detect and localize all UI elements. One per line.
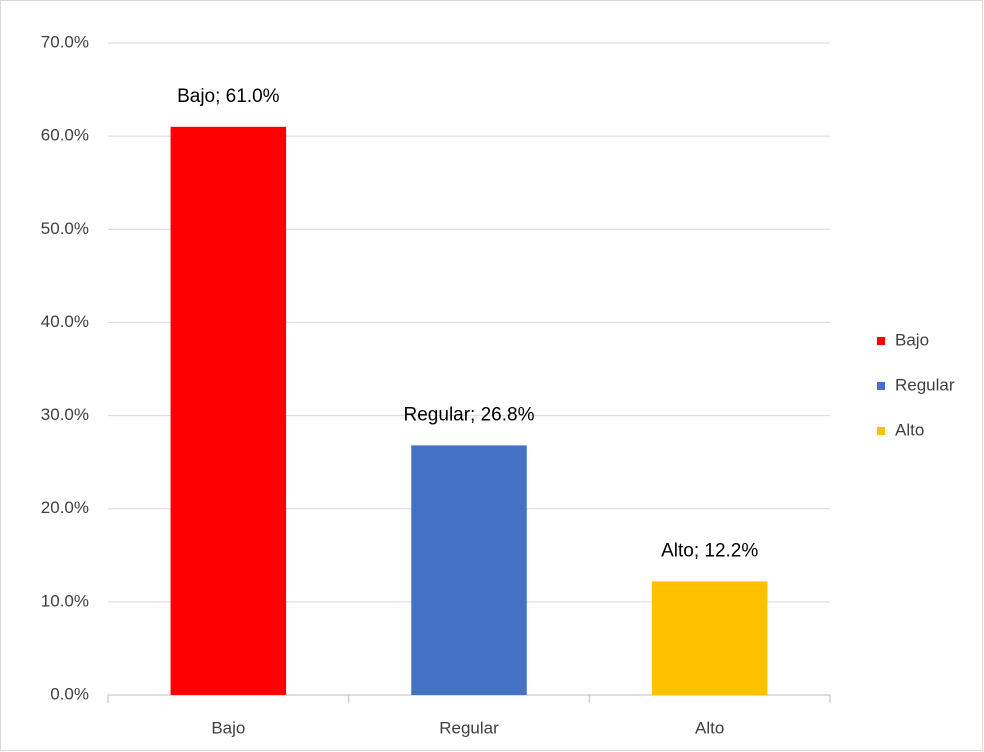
- y-tick-label: 50.0%: [41, 219, 89, 238]
- bar: [651, 581, 768, 695]
- data-label: Alto; 12.2%: [661, 540, 758, 561]
- y-tick-label: 60.0%: [41, 126, 89, 145]
- x-tick-label: Bajo: [211, 718, 245, 737]
- legend-swatch: [877, 382, 885, 390]
- legend-swatch: [877, 337, 885, 345]
- x-tick-label: Regular: [439, 718, 499, 737]
- bar: [411, 445, 527, 695]
- y-tick-label: 30.0%: [41, 405, 89, 424]
- y-tick-label: 40.0%: [41, 312, 89, 331]
- legend-label: Alto: [895, 420, 924, 439]
- y-tick-label: 0.0%: [50, 684, 89, 703]
- bar: [170, 126, 287, 696]
- data-label: Bajo; 61.0%: [177, 86, 280, 107]
- y-tick-label: 70.0%: [41, 32, 89, 51]
- y-tick-label: 10.0%: [41, 591, 89, 610]
- data-label: Regular; 26.8%: [404, 404, 535, 425]
- legend-label: Regular: [895, 375, 955, 394]
- legend-swatch: [877, 427, 885, 435]
- legend-label: Bajo: [895, 330, 929, 349]
- y-tick-label: 20.0%: [41, 498, 89, 517]
- x-tick-label: Alto: [695, 718, 724, 737]
